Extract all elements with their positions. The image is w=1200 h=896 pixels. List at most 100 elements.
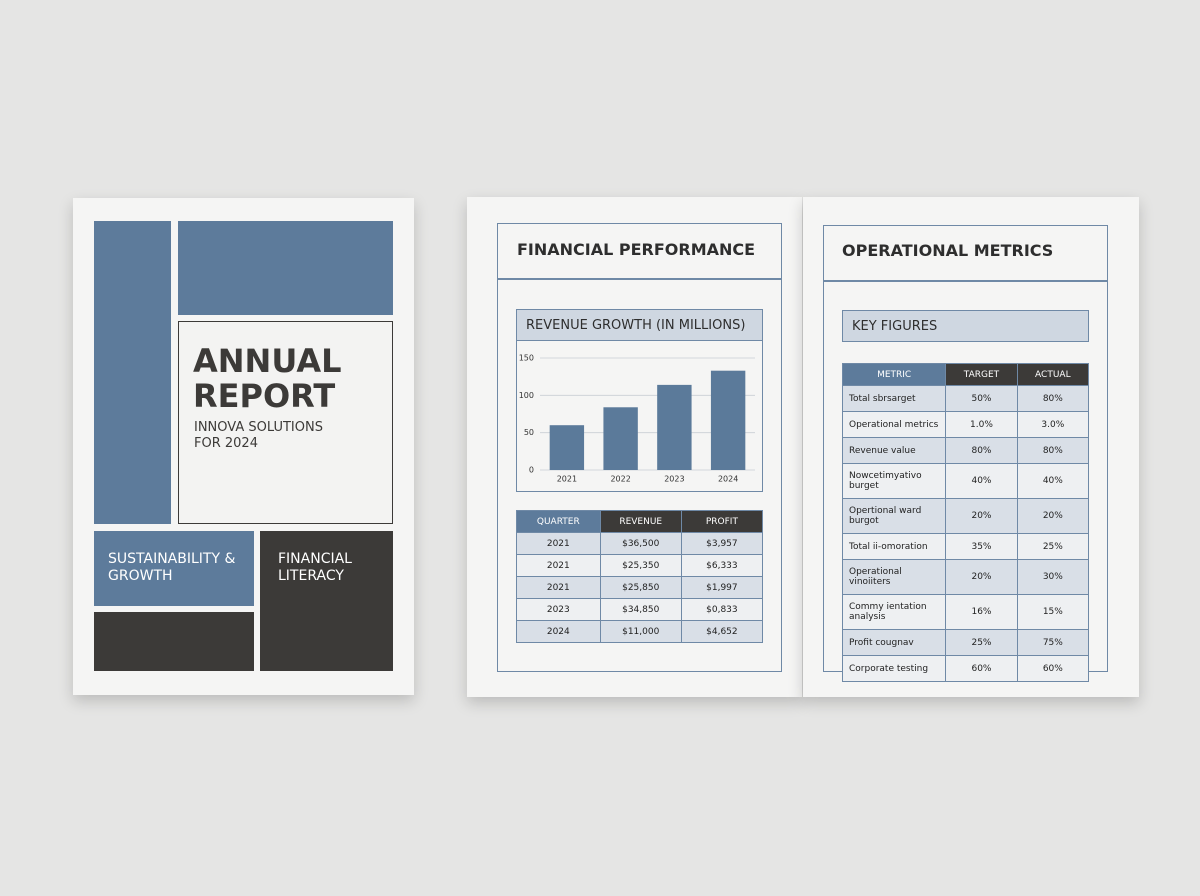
- cell: 80%: [1016, 385, 1090, 412]
- cell: 25%: [945, 629, 1018, 656]
- cell: $6,333: [680, 554, 764, 577]
- cell: 16%: [945, 594, 1018, 630]
- cell: Commy ientation analysis: [841, 594, 947, 630]
- cell: $11,000: [599, 620, 682, 643]
- x-tick-label: 2022: [610, 475, 630, 484]
- cell: 80%: [1016, 437, 1090, 464]
- cover-block: SUSTAINABILITY & GROWTH: [94, 531, 254, 606]
- frame: [497, 223, 782, 672]
- cell: $34,850: [599, 598, 682, 621]
- table: METRIC TARGET ACTUAL Total sbrsarget 50% 80% O…: [841, 363, 1090, 682]
- cover-block-text: FINANCIAL LITERACY: [278, 551, 352, 584]
- cell: 75%: [1016, 629, 1090, 656]
- cell: 40%: [1016, 463, 1090, 499]
- divider: [497, 278, 782, 280]
- row: 2024 $11,000 $4,652: [516, 620, 764, 643]
- row: 2021 $25,850 $1,997: [516, 576, 764, 599]
- cover-block: [94, 612, 254, 671]
- cell: 20%: [1016, 498, 1090, 534]
- row: Revenue value 80% 80%: [841, 437, 1090, 464]
- chart-title: REVENUE GROWTH (IN MILLIONS): [517, 310, 762, 341]
- section-title: OPERATIONAL METRICS: [842, 241, 1054, 260]
- row: Total sbrsarget 50% 80%: [841, 385, 1090, 412]
- bar: [657, 384, 692, 470]
- bar: [603, 407, 638, 470]
- cell: 2021: [516, 554, 601, 577]
- cell: $0,833: [680, 598, 764, 621]
- bar: [710, 370, 746, 470]
- header-cell: QUARTER: [516, 510, 601, 533]
- cover-title: ANNUAL REPORT: [193, 342, 342, 415]
- y-tick-label: 100: [519, 391, 534, 400]
- cell: 50%: [945, 385, 1018, 412]
- divider: [823, 280, 1108, 282]
- row: Operational vinoiiters 20% 30%: [841, 559, 1090, 595]
- y-tick-label: 50: [524, 428, 534, 437]
- cell: Nowcetimyativo burget: [841, 463, 947, 499]
- cell: 2021: [516, 532, 601, 555]
- cell: 40%: [945, 463, 1018, 499]
- cell: $1,997: [680, 576, 764, 599]
- row: Corporate testing 60% 60%: [841, 655, 1090, 682]
- header-cell: TARGET: [945, 363, 1018, 386]
- row: Operational metrics 1.0% 3.0%: [841, 411, 1090, 438]
- cell: 35%: [945, 533, 1018, 560]
- cell: 1.0%: [945, 411, 1018, 438]
- chart-box: [516, 309, 763, 492]
- cell: Revenue value: [841, 437, 947, 464]
- header-cell: METRIC: [841, 363, 947, 386]
- header-cell: PROFIT: [680, 510, 764, 533]
- financial-table: QUARTER REVENUE PROFIT 2021 $36,500 $3,957 202…: [516, 510, 764, 643]
- cell: 80%: [945, 437, 1018, 464]
- cell: 20%: [945, 498, 1018, 534]
- cover-title-box: ANNUAL REPORT INNOVA SOLUTIONS FOR 2024: [178, 321, 393, 524]
- cell: Corporate testing: [841, 655, 947, 682]
- row: 2021 $25,350 $6,333: [516, 554, 764, 577]
- section-subtitle: KEY FIGURES: [842, 310, 1089, 342]
- row: Total ii-omoration 35% 25%: [841, 533, 1090, 560]
- table: QUARTER REVENUE PROFIT 2021 $36,500 $3,957 202…: [516, 510, 764, 643]
- row: Opertional ward burgot 20% 20%: [841, 498, 1090, 534]
- cell: $36,500: [599, 532, 682, 555]
- row: Nowcetimyativo burget 40% 40%: [841, 463, 1090, 499]
- cell: 20%: [945, 559, 1018, 595]
- cell: 15%: [1016, 594, 1090, 630]
- x-tick-label: 2023: [664, 475, 684, 484]
- operational-table: METRIC TARGET ACTUAL Total sbrsarget 50% 80% O…: [841, 363, 1090, 682]
- section-title: FINANCIAL PERFORMANCE: [517, 240, 756, 259]
- cell: Profit cougnav: [841, 629, 947, 656]
- cell: $4,652: [680, 620, 764, 643]
- cell: 60%: [945, 655, 1018, 682]
- cell: $3,957: [680, 532, 764, 555]
- cell: 2023: [516, 598, 601, 621]
- row: 2021 $36,500 $3,957: [516, 532, 764, 555]
- cover-block: [94, 221, 171, 524]
- header-cell: ACTUAL: [1016, 363, 1090, 386]
- header-cell: REVENUE: [599, 510, 682, 533]
- cell: 3.0%: [1016, 411, 1090, 438]
- y-tick-label: 150: [519, 354, 534, 363]
- cover-block: [178, 221, 393, 315]
- row: Profit cougnav 25% 75%: [841, 629, 1090, 656]
- x-tick-label: 2021: [557, 475, 577, 484]
- chart: 0 50 100 150 2021 2022 2023 2024: [519, 354, 755, 484]
- cell: 2024: [516, 620, 601, 643]
- cell: $25,850: [599, 576, 682, 599]
- bar: [549, 425, 585, 470]
- cell: Total ii-omoration: [841, 533, 947, 560]
- row: 2023 $34,850 $0,833: [516, 598, 764, 621]
- cell: Operational metrics: [841, 411, 947, 438]
- cover-block-text: SUSTAINABILITY & GROWTH: [108, 551, 236, 584]
- cell: 30%: [1016, 559, 1090, 595]
- cell: Opertional ward burgot: [841, 498, 947, 534]
- cell: Total sbrsarget: [841, 385, 947, 412]
- cell: 25%: [1016, 533, 1090, 560]
- header-row: METRIC TARGET ACTUAL: [841, 363, 1090, 386]
- row: Commy ientation analysis 16% 15%: [841, 594, 1090, 630]
- cell: 2021: [516, 576, 601, 599]
- cover-subtitle: INNOVA SOLUTIONS FOR 2024: [194, 420, 323, 451]
- x-tick-label: 2024: [718, 475, 738, 484]
- cell: $25,350: [599, 554, 682, 577]
- cell: 60%: [1016, 655, 1090, 682]
